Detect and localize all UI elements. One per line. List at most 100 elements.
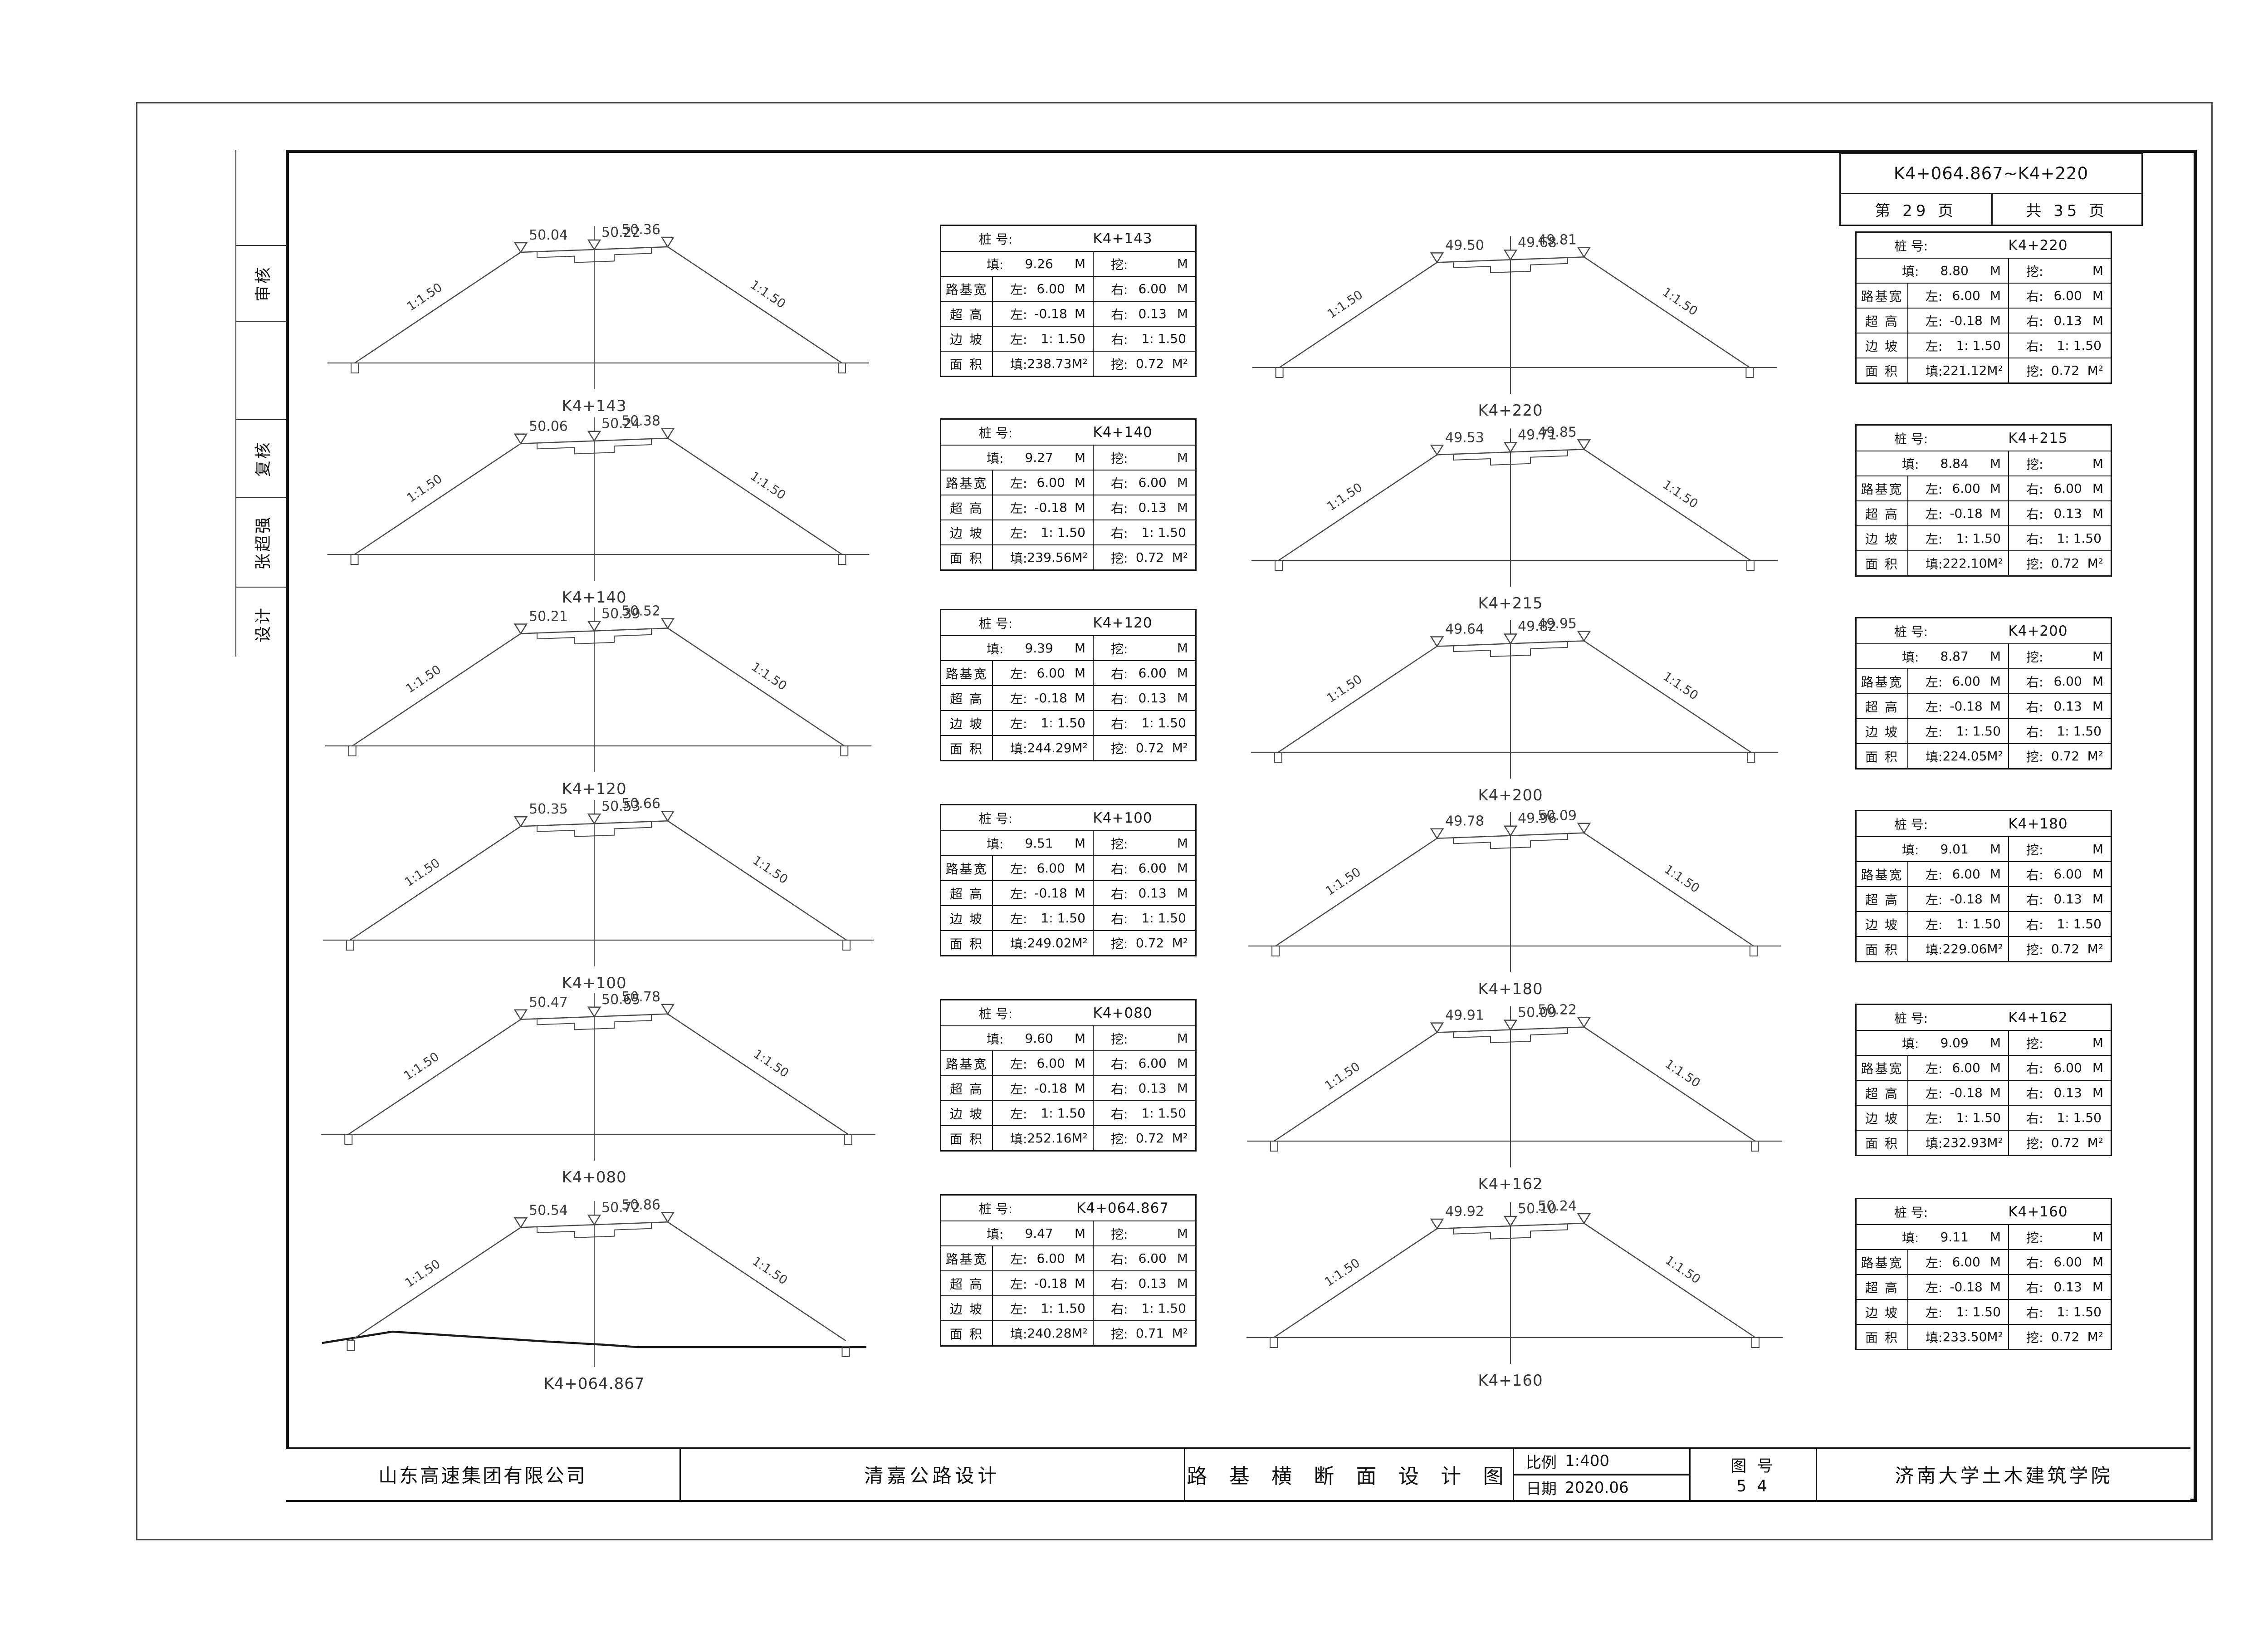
table-row-height: 填: 9.09 M 挖: M <box>1857 1030 2111 1055</box>
right-toe-marker <box>1749 946 1758 956</box>
side-slope-label: 边 坡 <box>1865 531 1899 547</box>
table-row-side-slope: 边 坡 左: 1: 1.50 右: 1: 1.50 <box>941 326 1195 351</box>
left-label: 左: <box>1926 1305 1943 1320</box>
left-unit: M <box>1074 500 1085 515</box>
roadbed-width-label: 路基宽 <box>945 666 988 681</box>
table-row-superelevation: 超 高 左: -0.18 M 右: 0.13 M <box>941 685 1195 710</box>
table-row-roadbed-width: 路基宽 左: 6.00 M 右: 6.00 M <box>941 1245 1195 1270</box>
table-row-roadbed-width: 路基宽 左: 6.00 M 右: 6.00 M <box>1857 861 2111 886</box>
left-unit: M <box>1989 1255 2001 1269</box>
elevation-label-center: 50.24 <box>601 416 640 432</box>
roadbed-width-left-cell: 左: 6.00 M <box>992 1246 1093 1270</box>
station-value: K4+143 <box>1093 230 1153 247</box>
approval-cell-empty <box>236 321 287 419</box>
right-label: 右: <box>1111 1081 1128 1097</box>
left-slope-line <box>1278 454 1437 561</box>
cross-section-K4+215: 49.53 49.71 49.85 1:1.50 1:1.50 K4+215 <box>1216 411 1805 619</box>
right-toe-marker <box>1746 560 1755 571</box>
superelevation-label: 超 高 <box>1865 699 1899 715</box>
area-fill-value: 222.10 <box>1942 556 1987 571</box>
fill-unit: M <box>1074 450 1085 465</box>
cut-label: 挖: <box>1111 1031 1128 1047</box>
area-cut-value: 0.72 <box>1135 1131 1164 1146</box>
right-label: 右: <box>1111 1251 1128 1267</box>
area-fill-cell: 填: 224.05 M² <box>1907 744 2008 768</box>
area-fill-label: 填: <box>1010 1326 1027 1342</box>
right-label: 右: <box>1111 1056 1128 1072</box>
page-info: 第 29 页 共 35 页 <box>1841 193 2141 225</box>
fill-label: 填: <box>1902 649 1919 665</box>
fill-label: 填: <box>987 257 1004 272</box>
elevation-label-center: 50.39 <box>601 606 640 622</box>
right-toe-marker <box>840 745 849 756</box>
roadbed-width-left-value: 6.00 <box>1036 281 1065 296</box>
roadbed-width-right-cell: 右: 6.00 M <box>2008 1250 2111 1274</box>
right-unit: M <box>2092 1060 2103 1075</box>
elevation-label-right: 50.86 <box>621 1197 660 1213</box>
level-marker-right <box>1577 247 1591 258</box>
area-label: 面 积 <box>1865 749 1899 765</box>
area-cut-value: 0.71 <box>1135 1326 1164 1341</box>
roadbed-width-right-value: 6.00 <box>2053 288 2082 303</box>
station-value: K4+180 <box>2008 815 2068 832</box>
roadbed-width-right-cell: 右: 6.00 M <box>2008 284 2111 308</box>
right-unit: M <box>1177 666 1188 681</box>
left-label: 左: <box>1926 314 1943 329</box>
side-slope-left-value: 1: 1.50 <box>1041 911 1085 926</box>
area-cut-cell: 挖: 0.72 M² <box>2008 1325 2111 1349</box>
roadbed-width-right-value: 6.00 <box>1138 1056 1167 1071</box>
elevation-label-center: 50.09 <box>1518 1005 1557 1021</box>
level-marker-center <box>1503 825 1518 837</box>
side-slope-left-value: 1: 1.50 <box>1041 1106 1085 1121</box>
roadbed-width-right-value: 6.00 <box>2053 1060 2082 1075</box>
area-fill-label: 填: <box>1926 1136 1943 1151</box>
roadbed-width-left-cell: 左: 6.00 M <box>992 1051 1093 1075</box>
level-marker-center <box>1503 442 1518 453</box>
superelevation-right-cell: 右: 0.13 M <box>2008 887 2111 911</box>
section-table-K4+140: 桩 号: K4+140 填: 9.27 M 挖: M 路基宽 左: 6.00 M 右: 6.00 M 超 高… <box>940 418 1197 571</box>
left-label: 左: <box>1926 867 1943 882</box>
cut-label: 挖: <box>2026 842 2043 858</box>
area-cut-unit: M² <box>2087 1135 2103 1150</box>
right-slope-ratio-label: 1:1.50 <box>749 660 789 693</box>
side-slope-label: 边 坡 <box>1865 1305 1899 1320</box>
left-unit: M <box>1989 867 2001 882</box>
approval-label: 复核 <box>254 440 273 477</box>
table-row-height: 填: 8.80 M 挖: M <box>1857 258 2111 283</box>
fill-label: 填: <box>987 836 1004 852</box>
right-unit: M <box>1177 1056 1188 1071</box>
roadbed-width-left-cell: 左: 6.00 M <box>1907 1250 2008 1274</box>
left-unit: M <box>1074 1276 1085 1291</box>
station-value: K4+100 <box>1093 809 1153 826</box>
table-row-height: 填: 9.11 M 挖: M <box>1857 1224 2111 1249</box>
table-row-area: 面 积填: 249.02 M² 挖: 0.72 M² <box>941 930 1195 955</box>
superelevation-right-cell: 右: 0.13 M <box>1093 1076 1195 1100</box>
level-marker-right <box>660 810 675 822</box>
level-marker-left <box>513 816 528 828</box>
table-row-superelevation: 超 高 左: -0.18 M 右: 0.13 M <box>941 495 1195 520</box>
superelevation-left-cell: 左: -0.18 M <box>1907 694 2008 718</box>
superelevation-right-value: 0.13 <box>1138 1081 1167 1096</box>
area-fill-unit: M² <box>1071 550 1088 565</box>
area-cut-unit: M² <box>1172 550 1188 565</box>
right-unit: M <box>1177 500 1188 515</box>
approval-strip: 审核 复核 张超强 设计 <box>235 150 287 657</box>
roadbed-width-label: 路基宽 <box>1861 1061 1903 1076</box>
left-unit: M <box>1074 475 1085 490</box>
elevation-label-right: 50.78 <box>621 989 660 1005</box>
side-slope-right-cell: 右: 1: 1.50 <box>1093 1296 1195 1320</box>
left-slope-line <box>1274 1032 1437 1142</box>
table-row-superelevation: 超 高 左: -0.18 M 右: 0.13 M <box>941 301 1195 326</box>
left-slope-ratio-label: 1:1.50 <box>402 1257 443 1290</box>
elevation-label-left: 49.78 <box>1445 814 1484 829</box>
elevation-label-left: 49.91 <box>1445 1008 1484 1024</box>
elevation-label-left: 49.92 <box>1445 1204 1484 1220</box>
superelevation-right-value: 0.13 <box>2053 699 2082 714</box>
table-row-superelevation: 超 高 左: -0.18 M 右: 0.13 M <box>1857 693 2111 718</box>
section-table-K4+215: 桩 号: K4+215 填: 8.84 M 挖: M 路基宽 左: 6.00 M 右: 6.00 M 超 高… <box>1855 424 2112 577</box>
side-slope-right-cell: 右: 1: 1.50 <box>2008 526 2111 550</box>
area-cut-unit: M² <box>2087 363 2103 378</box>
left-label: 左: <box>1926 506 1943 522</box>
